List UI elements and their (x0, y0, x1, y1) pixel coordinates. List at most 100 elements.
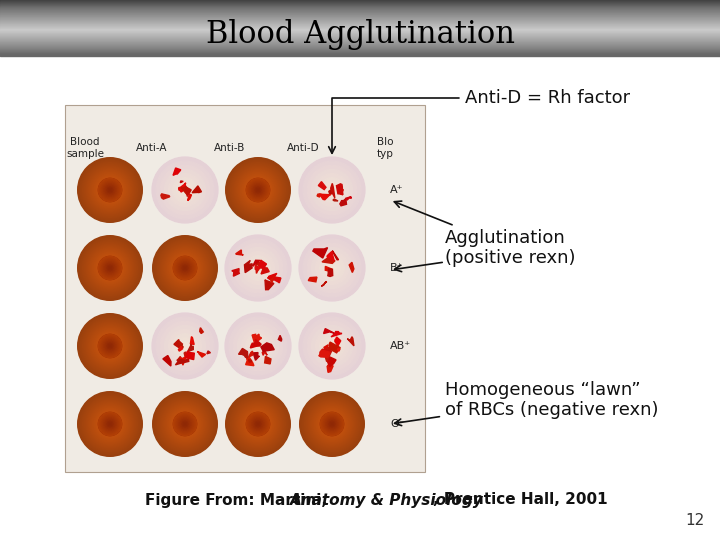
Circle shape (308, 400, 356, 448)
Circle shape (102, 339, 117, 353)
Circle shape (229, 317, 287, 375)
Circle shape (256, 188, 261, 192)
Bar (0, 42, 720, 43)
Bar (0, 50, 720, 51)
Circle shape (181, 421, 189, 427)
Bar (0, 47, 720, 48)
Circle shape (167, 406, 203, 442)
Circle shape (99, 257, 121, 279)
Circle shape (311, 247, 353, 288)
Circle shape (169, 252, 201, 284)
Bar (0, 35, 720, 36)
Circle shape (246, 413, 269, 436)
Bar (0, 36, 720, 37)
Bar (0, 51, 720, 52)
Circle shape (182, 265, 188, 271)
Bar (0, 17, 720, 18)
Text: 12: 12 (685, 513, 705, 528)
Circle shape (184, 267, 186, 269)
Text: B⁺: B⁺ (390, 263, 403, 273)
Circle shape (323, 415, 341, 433)
Circle shape (175, 414, 195, 434)
Circle shape (107, 265, 113, 271)
Circle shape (331, 423, 333, 425)
Polygon shape (336, 184, 343, 194)
Bar (0, 11, 720, 12)
Circle shape (307, 399, 358, 450)
Circle shape (166, 405, 204, 443)
Polygon shape (328, 269, 333, 276)
Circle shape (311, 403, 353, 444)
Circle shape (109, 423, 111, 425)
Bar (0, 10, 720, 11)
Polygon shape (238, 348, 248, 358)
Bar (0, 28, 720, 29)
Polygon shape (232, 269, 239, 276)
Bar (0, 3, 720, 4)
Circle shape (244, 410, 272, 438)
Polygon shape (176, 359, 189, 365)
Circle shape (176, 260, 194, 276)
Bar (0, 19, 720, 20)
Circle shape (255, 421, 261, 427)
Circle shape (108, 266, 112, 271)
Text: Anti-D: Anti-D (287, 143, 319, 153)
Circle shape (328, 420, 336, 428)
Circle shape (326, 418, 338, 430)
Circle shape (104, 340, 116, 352)
Bar (0, 4, 720, 5)
Circle shape (100, 258, 120, 278)
Circle shape (319, 411, 345, 437)
Circle shape (252, 418, 264, 430)
Circle shape (307, 399, 356, 449)
Bar (0, 11, 720, 12)
Circle shape (105, 341, 114, 350)
Polygon shape (236, 250, 243, 255)
Polygon shape (252, 334, 261, 343)
Circle shape (251, 183, 266, 198)
Circle shape (102, 183, 117, 198)
Circle shape (225, 235, 291, 301)
Circle shape (307, 243, 356, 293)
Circle shape (102, 416, 119, 433)
Circle shape (101, 337, 119, 355)
Circle shape (253, 418, 264, 429)
Bar (0, 34, 720, 35)
Bar (0, 27, 720, 28)
Bar (0, 15, 720, 16)
Polygon shape (327, 363, 333, 373)
Polygon shape (331, 332, 342, 337)
Circle shape (323, 416, 341, 433)
Circle shape (322, 414, 342, 434)
Circle shape (104, 340, 117, 353)
Circle shape (254, 420, 262, 428)
Circle shape (251, 183, 266, 198)
Circle shape (249, 415, 267, 433)
Polygon shape (186, 352, 194, 360)
Circle shape (329, 421, 336, 427)
Circle shape (181, 264, 189, 272)
Circle shape (109, 345, 111, 347)
Bar (0, 49, 720, 50)
Circle shape (83, 319, 138, 373)
Circle shape (240, 173, 275, 207)
Circle shape (257, 423, 258, 425)
Circle shape (179, 261, 192, 275)
Bar (0, 12, 720, 13)
Circle shape (109, 189, 111, 191)
Circle shape (107, 422, 112, 427)
Circle shape (320, 411, 344, 436)
Circle shape (255, 187, 261, 193)
Bar (0, 7, 720, 8)
Circle shape (184, 422, 186, 426)
Circle shape (90, 326, 130, 366)
Bar (0, 16, 720, 17)
Circle shape (303, 161, 361, 219)
Circle shape (103, 339, 117, 353)
Circle shape (157, 240, 213, 296)
Circle shape (109, 345, 111, 347)
Circle shape (84, 399, 135, 450)
Circle shape (303, 395, 361, 453)
Circle shape (179, 262, 192, 274)
Bar (0, 46, 720, 47)
